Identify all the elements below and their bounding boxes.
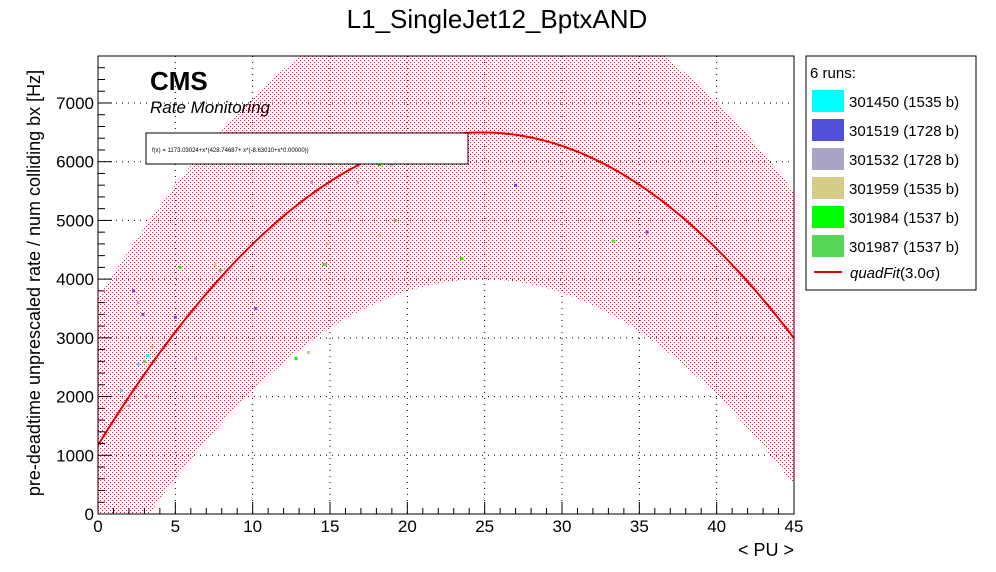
- x-tick-label: 10: [243, 517, 262, 536]
- legend-swatch: [812, 148, 844, 170]
- data-point: [178, 265, 182, 269]
- y-tick-label: 0: [85, 505, 94, 524]
- legend-swatch: [812, 90, 844, 112]
- y-tick-label: 4000: [56, 270, 94, 289]
- y-tick-label: 1000: [56, 446, 94, 465]
- data-point: [136, 301, 140, 305]
- x-axis: 0 5 10 15 20 25 30 35 40 45: [93, 502, 803, 536]
- legend: 6 runs: 301450 (1535 b) 301519 (1728 b) 30…: [805, 55, 977, 291]
- data-point: [377, 163, 381, 167]
- legend-swatch: [812, 119, 844, 141]
- y-tick-label: 2000: [56, 388, 94, 407]
- plot-frame: [97, 55, 795, 515]
- data-point: [173, 315, 177, 319]
- x-tick-label: 15: [321, 517, 340, 536]
- data-point: [514, 183, 518, 187]
- data-point: [306, 351, 310, 355]
- x-tick-label: 25: [475, 517, 494, 536]
- data-point: [193, 356, 197, 360]
- legend-entry-label: 301987 (1537 b): [849, 239, 959, 256]
- data-point: [390, 163, 394, 167]
- data-point: [309, 180, 313, 184]
- data-point: [218, 268, 222, 272]
- data-point: [611, 239, 615, 243]
- fit-error-band: [98, 56, 794, 514]
- legend-entry-label: 301959 (1535 b): [849, 181, 959, 198]
- data-point: [377, 233, 381, 237]
- y-tick-label: 5000: [56, 211, 94, 230]
- data-point: [136, 362, 140, 366]
- data-point: [127, 403, 131, 407]
- data-point: [645, 230, 649, 234]
- chart-title: L1_SingleJet12_BptxAND: [347, 4, 648, 34]
- data-point: [214, 262, 218, 266]
- x-tick-label: 30: [553, 517, 572, 536]
- legend-swatch: [812, 235, 844, 257]
- fit-formula-box: [145, 132, 469, 165]
- x-tick-label: 45: [785, 517, 804, 536]
- legend-entry-label: 301532 (1728 b): [849, 152, 959, 169]
- data-point: [393, 218, 397, 222]
- data-point: [132, 289, 136, 293]
- rate-monitoring-label: Rate Monitoring: [150, 98, 271, 117]
- data-point: [294, 356, 298, 360]
- x-tick-label: 40: [707, 517, 726, 536]
- legend-swatch: [812, 177, 844, 199]
- x-axis-label: < PU >: [738, 540, 794, 560]
- data-point: [325, 242, 329, 246]
- legend-entry-label: 301450 (1535 b): [849, 94, 959, 111]
- x-tick-label: 5: [171, 517, 180, 536]
- x-tick-label: 0: [93, 517, 102, 536]
- cms-label: CMS: [150, 66, 208, 96]
- x-tick-label: 20: [398, 517, 417, 536]
- y-tick-label: 3000: [56, 329, 94, 348]
- y-axis-label: pre-deadtime unprescaled rate / num coll…: [24, 70, 44, 496]
- y-axis: 0 1000 2000 3000 4000 5000 6000 7000: [56, 55, 112, 524]
- legend-fit-label: quadFit(3.0σ): [850, 265, 940, 282]
- data-point: [142, 359, 146, 363]
- legend-swatch: [812, 206, 844, 228]
- y-tick-label: 6000: [56, 153, 94, 172]
- data-point: [356, 180, 360, 184]
- data-point: [150, 345, 154, 349]
- data-point: [119, 389, 123, 393]
- data-point: [254, 306, 258, 310]
- data-point: [144, 395, 148, 399]
- data-points: [119, 163, 649, 407]
- legend-entry-label: 301984 (1537 b): [849, 210, 959, 227]
- data-point: [459, 257, 463, 261]
- data-point: [141, 312, 145, 316]
- data-point: [322, 262, 326, 266]
- y-tick-label: 7000: [56, 94, 94, 113]
- data-point: [323, 262, 327, 266]
- x-tick-label: 35: [630, 517, 649, 536]
- legend-header: 6 runs:: [810, 65, 856, 82]
- legend-entry-label: 301519 (1728 b): [849, 123, 959, 140]
- data-point: [145, 353, 149, 357]
- fit-formula: f(x) = 1173.03024+x*(428.74687+ x*(-8.63…: [152, 148, 309, 154]
